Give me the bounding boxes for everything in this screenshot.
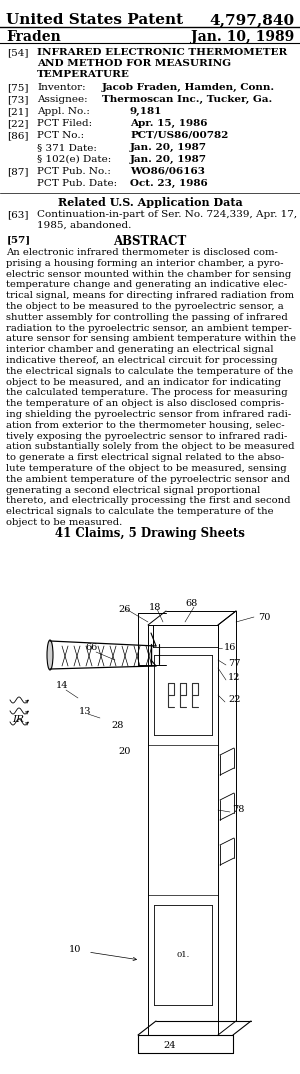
Text: AND METHOD FOR MEASURING: AND METHOD FOR MEASURING xyxy=(37,59,231,68)
Text: [22]: [22] xyxy=(7,119,28,128)
Text: [86]: [86] xyxy=(7,131,28,140)
Text: 14: 14 xyxy=(56,682,68,691)
Text: 77: 77 xyxy=(228,658,241,668)
Text: to generate a first electrical signal related to the abso-: to generate a first electrical signal re… xyxy=(6,453,284,462)
Text: ation substantially solely from the object to be measured: ation substantially solely from the obje… xyxy=(6,442,295,451)
Text: Assignee:: Assignee: xyxy=(37,95,88,104)
Text: § 102(e) Date:: § 102(e) Date: xyxy=(37,155,111,164)
Text: the temperature of an object is also disclosed compris-: the temperature of an object is also dis… xyxy=(6,400,284,408)
Text: Jan. 20, 1987: Jan. 20, 1987 xyxy=(130,155,207,164)
Text: the calculated temperature. The process for measuring: the calculated temperature. The process … xyxy=(6,389,288,397)
Text: [75]: [75] xyxy=(7,83,28,92)
Text: United States Patent: United States Patent xyxy=(6,13,183,27)
Text: An electronic infrared thermometer is disclosed com-: An electronic infrared thermometer is di… xyxy=(6,248,278,257)
Text: trical signal, means for directing infrared radiation from: trical signal, means for directing infra… xyxy=(6,291,294,301)
Text: shutter assembly for controlling the passing of infrared: shutter assembly for controlling the pas… xyxy=(6,313,288,322)
Text: the electrical signals to calculate the temperature of the: the electrical signals to calculate the … xyxy=(6,367,293,376)
Text: INFRARED ELECTRONIC THERMOMETER: INFRARED ELECTRONIC THERMOMETER xyxy=(37,48,287,57)
Text: [21]: [21] xyxy=(7,107,28,116)
Text: 41 Claims, 5 Drawing Sheets: 41 Claims, 5 Drawing Sheets xyxy=(55,527,245,540)
Text: 4,797,840: 4,797,840 xyxy=(209,13,294,27)
Ellipse shape xyxy=(47,640,53,670)
Text: 1985, abandoned.: 1985, abandoned. xyxy=(37,221,131,230)
Text: Jan. 20, 1987: Jan. 20, 1987 xyxy=(130,143,207,153)
Text: 28: 28 xyxy=(112,722,124,730)
Text: 78: 78 xyxy=(232,806,244,814)
Text: Apr. 15, 1986: Apr. 15, 1986 xyxy=(130,119,208,128)
Text: 68: 68 xyxy=(186,599,198,609)
Text: lute temperature of the object to be measured, sensing: lute temperature of the object to be mea… xyxy=(6,464,286,473)
Text: [54]: [54] xyxy=(7,48,28,57)
Text: the object to be measured to the pyroelectric sensor, a: the object to be measured to the pyroele… xyxy=(6,302,284,311)
Text: Fraden: Fraden xyxy=(6,30,61,44)
Text: Appl. No.:: Appl. No.: xyxy=(37,107,90,116)
Text: PCT/US86/00782: PCT/US86/00782 xyxy=(130,131,228,140)
Text: PCT Pub. No.:: PCT Pub. No.: xyxy=(37,166,111,176)
Text: 24: 24 xyxy=(164,1041,176,1049)
Text: 13: 13 xyxy=(79,708,91,716)
Text: 66: 66 xyxy=(86,643,98,653)
Text: indicative thereof, an electrical circuit for processing: indicative thereof, an electrical circui… xyxy=(6,355,278,365)
Text: temperature change and generating an indicative elec-: temperature change and generating an ind… xyxy=(6,280,287,289)
Text: 16: 16 xyxy=(224,643,236,653)
Text: 10: 10 xyxy=(69,945,81,955)
Text: Thermoscan Inc., Tucker, Ga.: Thermoscan Inc., Tucker, Ga. xyxy=(102,95,272,104)
Text: radiation to the pyroelectric sensor, an ambient temper-: radiation to the pyroelectric sensor, an… xyxy=(6,323,292,333)
Text: 18: 18 xyxy=(149,603,161,611)
Text: generating a second electrical signal proportional: generating a second electrical signal pr… xyxy=(6,485,260,495)
Text: 01.: 01. xyxy=(176,950,190,959)
Text: object to be measured, and an indicator for indicating: object to be measured, and an indicator … xyxy=(6,378,281,387)
Text: PCT No.:: PCT No.: xyxy=(37,131,84,140)
Text: 9,181: 9,181 xyxy=(130,107,162,116)
Text: Oct. 23, 1986: Oct. 23, 1986 xyxy=(130,179,208,188)
Text: thereto, and electrically processing the first and second: thereto, and electrically processing the… xyxy=(6,496,290,506)
Text: electrical signals to calculate the temperature of the: electrical signals to calculate the temp… xyxy=(6,507,274,517)
Text: [73]: [73] xyxy=(7,95,28,104)
Text: 20: 20 xyxy=(119,748,131,756)
Text: 26: 26 xyxy=(119,605,131,613)
Text: ing shielding the pyroelectric sensor from infrared radi-: ing shielding the pyroelectric sensor fr… xyxy=(6,410,291,419)
Text: Jacob Fraden, Hamden, Conn.: Jacob Fraden, Hamden, Conn. xyxy=(102,83,275,92)
Text: TEMPERATURE: TEMPERATURE xyxy=(37,70,130,79)
Text: PCT Pub. Date:: PCT Pub. Date: xyxy=(37,179,117,188)
Text: Inventor:: Inventor: xyxy=(37,83,86,92)
Text: Jan. 10, 1989: Jan. 10, 1989 xyxy=(191,30,294,44)
Text: IR: IR xyxy=(12,715,24,725)
Text: tively exposing the pyroelectric sensor to infrared radi-: tively exposing the pyroelectric sensor … xyxy=(6,432,287,440)
Text: prising a housing forming an interior chamber, a pyro-: prising a housing forming an interior ch… xyxy=(6,259,284,267)
Text: [87]: [87] xyxy=(7,166,28,176)
Text: ABSTRACT: ABSTRACT xyxy=(113,235,187,248)
Text: ation from exterior to the thermometer housing, selec-: ation from exterior to the thermometer h… xyxy=(6,421,285,430)
Text: [57]: [57] xyxy=(7,235,31,244)
Text: electric sensor mounted within the chamber for sensing: electric sensor mounted within the chamb… xyxy=(6,270,291,278)
Text: ature sensor for sensing ambient temperature within the: ature sensor for sensing ambient tempera… xyxy=(6,334,296,344)
Text: WO86/06163: WO86/06163 xyxy=(130,166,205,176)
Text: Continuation-in-part of Ser. No. 724,339, Apr. 17,: Continuation-in-part of Ser. No. 724,339… xyxy=(37,211,297,219)
Text: object to be measured.: object to be measured. xyxy=(6,518,122,527)
Text: PCT Filed:: PCT Filed: xyxy=(37,119,92,128)
Text: [63]: [63] xyxy=(7,211,28,219)
Text: interior chamber and generating an electrical signal: interior chamber and generating an elect… xyxy=(6,345,274,354)
Text: Related U.S. Application Data: Related U.S. Application Data xyxy=(58,197,242,208)
Text: § 371 Date:: § 371 Date: xyxy=(37,143,97,153)
Text: 70: 70 xyxy=(258,612,270,622)
Text: 22: 22 xyxy=(228,696,241,705)
Text: 12: 12 xyxy=(228,673,241,682)
Text: the ambient temperature of the pyroelectric sensor and: the ambient temperature of the pyroelect… xyxy=(6,475,290,483)
